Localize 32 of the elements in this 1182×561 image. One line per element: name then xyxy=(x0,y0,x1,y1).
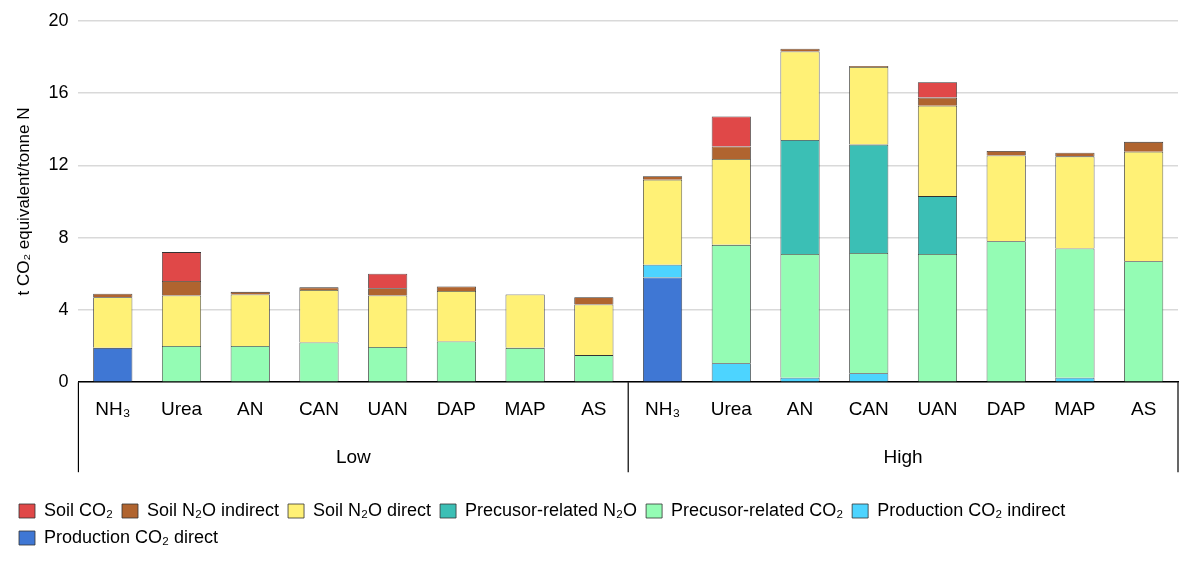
x-tick-label: CAN xyxy=(298,397,340,419)
y-tick-label: 12 xyxy=(48,154,69,175)
y-tick-label: 16 xyxy=(48,82,69,103)
text: Low xyxy=(335,446,372,468)
y-tick-label: 0 xyxy=(58,371,69,392)
x-tick-label: AS xyxy=(1130,397,1157,419)
x-tick-label: UAN xyxy=(917,397,958,419)
y-axis-title: t CO₂ equivalent/tonne N xyxy=(13,107,33,296)
y-tick-label: 20 xyxy=(48,9,69,30)
x-tick-label: DAP xyxy=(986,397,1026,419)
legend-label: Soil CO₂ xyxy=(44,499,114,520)
text: High xyxy=(883,446,923,468)
x-tick-label: AN xyxy=(786,397,814,419)
x-tick-label: AS xyxy=(581,397,607,419)
y-tick-label: 8 xyxy=(58,226,69,247)
x-tick-label: MAP xyxy=(504,397,546,419)
x-tick-label: NH₃ xyxy=(644,397,681,419)
legend-label: Production CO₂ indirect xyxy=(877,499,1066,520)
x-tick-label: NH₃ xyxy=(95,397,131,419)
x-tick-label: CAN xyxy=(848,397,889,419)
legend-label: Production CO₂ direct xyxy=(44,526,219,547)
legend-label: Soil N₂O indirect xyxy=(147,499,280,520)
x-tick-label: UAN xyxy=(367,397,408,419)
legend-label: Precusor-related CO₂ xyxy=(671,499,844,520)
legend-label: Soil N₂O direct xyxy=(313,499,432,520)
y-tick-label: 4 xyxy=(58,298,69,319)
x-tick-label: DAP xyxy=(436,397,476,419)
legend-label: Precusor-related N₂O xyxy=(465,499,638,520)
x-tick-label: MAP xyxy=(1054,397,1096,419)
x-tick-label: Urea xyxy=(710,397,753,419)
x-tick-label: Urea xyxy=(160,397,203,419)
x-tick-label: AN xyxy=(237,397,264,419)
